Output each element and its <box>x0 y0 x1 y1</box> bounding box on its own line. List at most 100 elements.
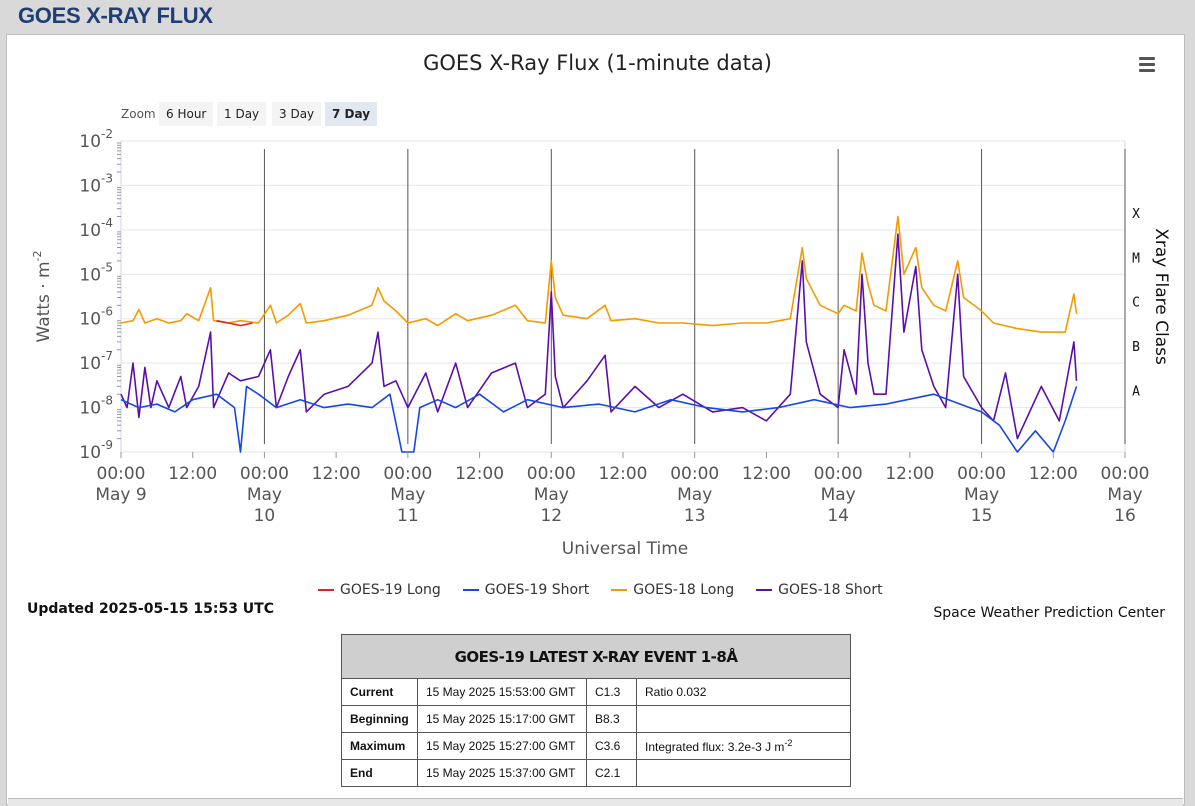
table-row: Current 15 May 2025 15:53:00 GMT C1.3 Ra… <box>341 678 851 706</box>
secondary-axis-title: Xray Flare Class <box>1151 228 1171 365</box>
bottom-strip <box>8 798 1183 806</box>
x-tick-label: 00:00 <box>527 464 576 484</box>
x-tick-label: 00:00 <box>1101 464 1150 484</box>
flare-class-label: M <box>1132 251 1140 266</box>
event-row-note: Integrated flux: 3.2e-3 J m-2 <box>636 732 851 760</box>
x-tick-label: May <box>1107 485 1142 505</box>
flare-class-label: B <box>1132 340 1140 355</box>
x-tick-label: 00:00 <box>240 464 289 484</box>
event-row-label: Beginning <box>341 705 418 733</box>
integrated-flux-text: Integrated flux: 3.2e-3 J m <box>645 740 785 754</box>
x-axis-title: Universal Time <box>562 539 688 559</box>
x-tick-label: May <box>247 485 282 505</box>
legend-swatch <box>756 589 773 591</box>
x-tick-label: 12:00 <box>885 464 934 484</box>
x-tick-label: May <box>534 485 569 505</box>
x-tick-label: 12:00 <box>455 464 504 484</box>
flare-class-label: X <box>1132 207 1140 222</box>
y-tick-label: 10-9 <box>79 438 113 463</box>
legend-item-goes19-long[interactable]: GOES-19 Long <box>318 582 441 598</box>
latest-xray-event-table: GOES-19 LATEST X-RAY EVENT 1-8Å Current … <box>341 634 851 787</box>
zoom-3-day-button[interactable]: 3 Day <box>272 102 322 126</box>
x-tick-label: May <box>821 485 856 505</box>
x-tick-label: 00:00 <box>383 464 432 484</box>
event-row-label: Current <box>341 678 418 706</box>
integrated-flux-exponent: -2 <box>784 738 793 748</box>
x-tick-label: 12:00 <box>1029 464 1078 484</box>
x-tick-label: 00:00 <box>957 464 1006 484</box>
page-header: GOES X-RAY FLUX <box>0 0 1195 34</box>
event-row-note: Ratio 0.032 <box>636 678 851 706</box>
x-tick-label: 12:00 <box>168 464 217 484</box>
y-tick-label: 10-2 <box>79 127 113 152</box>
event-row-class: C3.6 <box>586 732 637 760</box>
xray-flux-chart: 10-910-810-710-610-510-410-310-200:00May… <box>31 127 1171 559</box>
event-row-time: 15 May 2025 15:17:00 GMT <box>417 705 587 733</box>
series-line-goes-18-long <box>120 215 1078 333</box>
x-tick-label: 00:00 <box>814 464 863 484</box>
y-tick-label: 10-6 <box>79 305 113 330</box>
event-table-title: GOES-19 LATEST X-RAY EVENT 1-8Å <box>341 634 851 679</box>
legend-item-goes19-short[interactable]: GOES-19 Short <box>462 582 590 598</box>
event-row-class: C2.1 <box>586 759 637 787</box>
y-tick-label: 10-5 <box>79 260 113 285</box>
series-line-goes-19-short <box>120 385 1078 453</box>
legend-label: GOES-19 Short <box>484 582 590 598</box>
plot-area <box>120 140 1126 453</box>
x-tick-label: May <box>964 485 999 505</box>
x-tick-label: 12 <box>540 506 562 526</box>
event-row-time: 15 May 2025 15:53:00 GMT <box>417 678 587 706</box>
legend-swatch <box>611 589 628 591</box>
event-row-class: B8.3 <box>586 705 637 733</box>
event-row-label: End <box>341 759 418 787</box>
x-tick-label: 14 <box>827 506 849 526</box>
x-tick-label: 11 <box>397 506 419 526</box>
x-tick-label: 10 <box>254 506 276 526</box>
y-axis-title: Watts · m-2 <box>31 250 54 342</box>
legend-item-goes18-short[interactable]: GOES-18 Short <box>756 582 883 598</box>
hamburger-menu-icon[interactable] <box>1138 56 1158 74</box>
x-tick-label: May <box>677 485 712 505</box>
x-tick-label: 12:00 <box>312 464 361 484</box>
flare-class-label: C <box>1132 296 1140 311</box>
zoom-label: Zoom <box>121 107 156 121</box>
chart-legend: GOES-19 Long GOES-19 Short GOES-18 Long … <box>318 582 883 598</box>
x-tick-label: 00:00 <box>670 464 719 484</box>
legend-label: GOES-18 Short <box>778 582 883 598</box>
y-tick-label: 10-7 <box>79 349 113 374</box>
x-tick-label: May <box>390 485 425 505</box>
legend-item-goes18-long[interactable]: GOES-18 Long <box>611 582 734 598</box>
table-row: Maximum 15 May 2025 15:27:00 GMT C3.6 In… <box>341 732 851 760</box>
x-tick-label: May 9 <box>95 485 146 505</box>
event-row-label: Maximum <box>341 732 418 760</box>
page-header-title: GOES X-RAY FLUX <box>18 3 213 28</box>
chart-title: GOES X-Ray Flux (1-minute data) <box>423 51 772 75</box>
updated-timestamp: Updated 2025-05-15 15:53 UTC <box>27 601 274 617</box>
event-row-note <box>636 759 851 787</box>
event-row-class: C1.3 <box>586 678 637 706</box>
table-row: End 15 May 2025 15:37:00 GMT C2.1 <box>341 759 851 787</box>
y-tick-label: 10-8 <box>79 394 113 419</box>
series-line-goes-19-long <box>216 319 253 327</box>
y-tick-label: 10-4 <box>79 216 113 241</box>
zoom-6-hour-button[interactable]: 6 Hour <box>159 102 214 126</box>
x-tick-label: 13 <box>684 506 706 526</box>
event-row-note <box>636 705 851 733</box>
event-row-time: 15 May 2025 15:37:00 GMT <box>417 759 587 787</box>
x-tick-label: 12:00 <box>742 464 791 484</box>
x-tick-label: 12:00 <box>599 464 648 484</box>
flare-class-label: A <box>1132 385 1140 400</box>
table-row: Beginning 15 May 2025 15:17:00 GMT B8.3 <box>341 705 851 733</box>
x-tick-label: 16 <box>1114 506 1136 526</box>
legend-swatch <box>462 589 479 591</box>
zoom-7-day-button[interactable]: 7 Day <box>325 102 378 126</box>
y-tick-label: 10-3 <box>79 171 113 196</box>
event-row-time: 15 May 2025 15:27:00 GMT <box>417 732 587 760</box>
legend-swatch <box>318 589 334 591</box>
legend-label: GOES-19 Long <box>340 582 441 598</box>
x-tick-label: 15 <box>971 506 993 526</box>
legend-label: GOES-18 Long <box>633 582 735 598</box>
credit-text: Space Weather Prediction Center <box>933 605 1165 621</box>
zoom-1-day-button[interactable]: 1 Day <box>217 102 267 126</box>
x-tick-label: 00:00 <box>97 464 146 484</box>
